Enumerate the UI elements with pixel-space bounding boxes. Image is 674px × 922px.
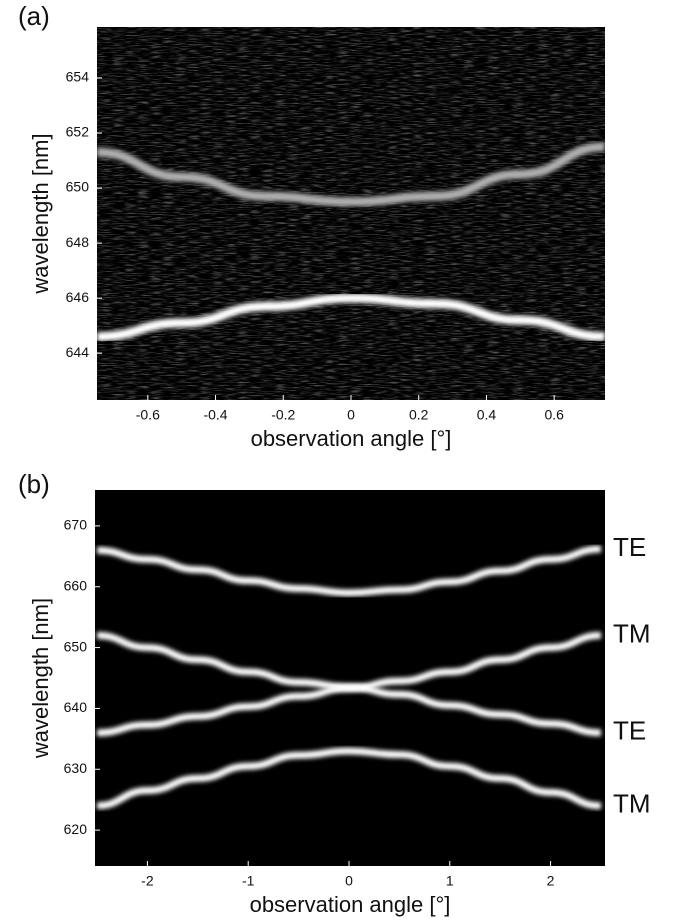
x-tick-label: -0.4 [203,407,227,423]
y-tick-label: 644 [66,344,90,360]
y-axis-label: wavelength [nm] [28,133,53,294]
band [96,545,602,597]
noise [97,27,605,400]
plot-area [96,545,602,810]
y-tick-label: 620 [64,821,88,837]
x-tick-label: 0.6 [544,407,564,423]
x-axis-label: observation angle [°] [250,892,451,917]
plot-area [97,142,605,342]
y-tick-label: 630 [64,760,88,776]
y-tick-label: 652 [66,124,90,140]
y-tick-label: 660 [64,577,88,593]
series-label: TM [613,789,651,819]
x-tick-label: 0 [347,407,355,423]
x-tick-label: -0.6 [136,407,160,423]
x-tick-label: 0 [345,873,353,889]
x-tick-label: 0.2 [409,407,429,423]
y-tick-label: 670 [64,517,88,533]
panel-label: (a) [18,1,50,31]
band [96,631,602,737]
y-tick-label: 640 [64,699,88,715]
y-axis-label: wavelength [nm] [28,598,53,759]
y-tick-label: 648 [66,234,90,250]
panel-label: (b) [18,469,50,499]
x-tick-label: -2 [141,873,154,889]
series-label: TM [613,618,651,648]
y-tick-label: 646 [66,289,90,305]
x-tick-label: -1 [242,873,255,889]
y-tick-label: 650 [64,638,88,654]
band [96,747,602,810]
x-tick-label: 1 [446,873,454,889]
series-label: TE [613,716,646,746]
y-tick-label: 650 [66,179,90,195]
band [97,142,605,207]
series-label: TE [613,532,646,562]
x-tick-label: -0.2 [271,407,295,423]
x-tick-label: 0.4 [477,407,497,423]
band [97,293,605,342]
x-tick-label: 2 [547,873,555,889]
plot-background [95,490,605,866]
y-tick-label: 654 [66,69,90,85]
x-axis-label: observation angle [°] [251,426,452,451]
